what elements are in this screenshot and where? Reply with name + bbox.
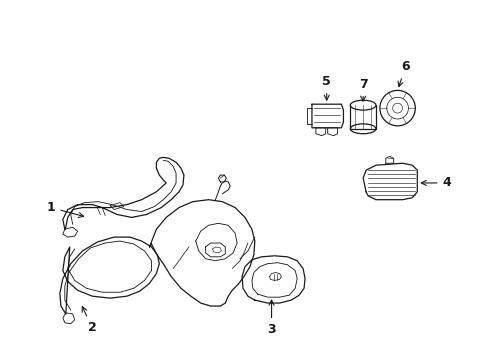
Text: 4: 4 <box>421 176 450 189</box>
Text: 3: 3 <box>267 300 275 336</box>
Text: 2: 2 <box>82 307 97 334</box>
Text: 7: 7 <box>358 78 367 101</box>
Text: 6: 6 <box>397 60 409 87</box>
Text: 1: 1 <box>46 201 83 217</box>
Text: 5: 5 <box>322 75 330 100</box>
